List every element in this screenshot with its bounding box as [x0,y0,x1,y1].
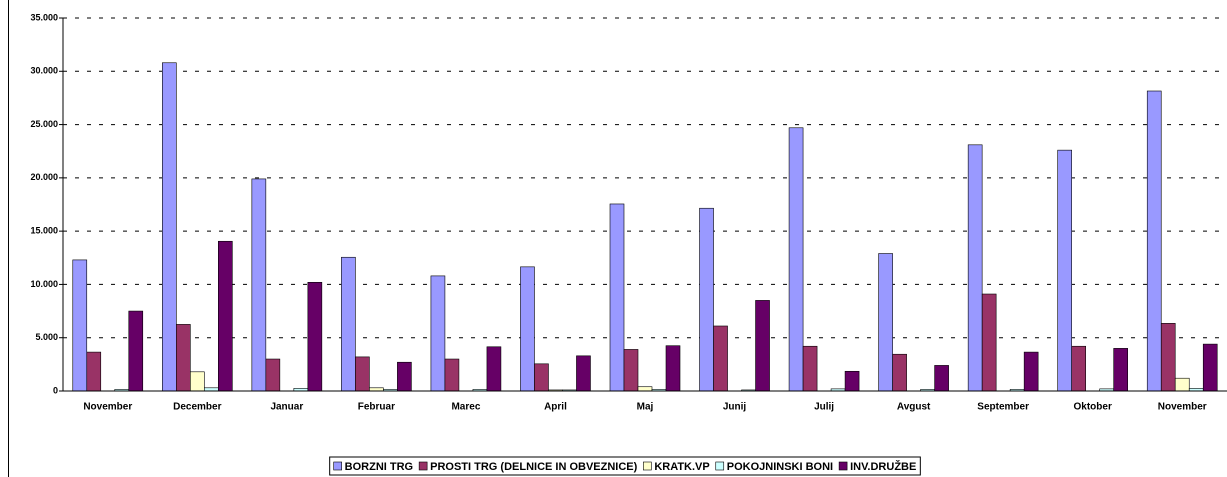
bar [713,325,728,392]
bar [355,356,370,392]
x-tick-label: Oktober [1074,402,1112,413]
bar [1023,351,1039,392]
legend-box [329,456,921,476]
y-tick-label: 30.000 [30,66,58,76]
x-tick-label: Julij [814,402,834,413]
bar [430,275,446,392]
y-tick-label: 5.000 [35,332,58,342]
bar [967,144,983,392]
bar [981,293,997,392]
bar [637,386,653,392]
bar [190,371,205,392]
legend-label: PROSTI TRG (DELNICE IN OBVEZNICE) [430,461,638,473]
x-tick-label: Februar [358,402,395,413]
legend-label: INV.DRUŽBE [850,460,916,473]
bar [802,345,818,392]
legend-label: POKOJNINSKI BONI [727,461,833,473]
legend-swatch [333,461,342,471]
bar [307,281,323,392]
bar [1057,149,1072,392]
bar [788,127,804,392]
bar [755,300,770,392]
bar [486,346,502,392]
bar [128,310,144,392]
x-tick-label: November [1158,402,1207,413]
x-tick-label: September [977,402,1029,413]
legend-label: KRATK.VP [654,461,709,473]
bar [218,240,233,392]
legend: BORZNI TRG PROSTI TRG (DELNICE IN OBVEZNI… [329,456,921,476]
bar [934,365,949,392]
bar [397,361,412,392]
bar [1202,343,1218,392]
bar [665,345,681,392]
bar [534,363,549,392]
bar [444,358,460,392]
x-tick-label: Marec [451,402,480,413]
x-tick-label: December [173,402,221,413]
bar [623,349,639,392]
bar [576,355,591,392]
x-tick-label: Maj [637,402,654,413]
bar [844,370,860,392]
bar [1160,323,1176,392]
bar [251,178,267,392]
bar [341,256,356,392]
bar [176,324,191,392]
bar [72,259,88,392]
bar [892,353,907,392]
bar [699,207,714,392]
y-tick-label: 10.000 [30,279,58,289]
legend-swatch [418,461,428,471]
bar [1113,348,1128,392]
legend-swatch [715,461,725,471]
x-tick-label: Junij [723,402,747,413]
x-tick-label: Avgust [897,402,931,413]
y-tick-label: 15.000 [30,226,58,236]
bar [878,253,893,392]
x-tick-label: Januar [270,402,303,413]
legend-swatch [643,461,652,471]
y-tick-label: 25.000 [30,119,58,129]
bar [265,358,281,392]
bar [520,266,535,392]
bar [162,62,177,392]
bar [609,203,625,392]
legend-swatch [838,461,848,471]
x-tick-label: November [83,402,132,413]
bar [86,351,102,392]
x-tick-label: April [544,402,567,413]
y-tick-label: 0 [53,385,58,395]
y-tick-label: 20.000 [30,172,58,182]
bar [1174,377,1190,392]
legend-label: BORZNI TRG [345,461,413,473]
bar [1146,90,1162,392]
bar [1071,345,1086,392]
y-tick-label: 35.000 [30,12,58,22]
